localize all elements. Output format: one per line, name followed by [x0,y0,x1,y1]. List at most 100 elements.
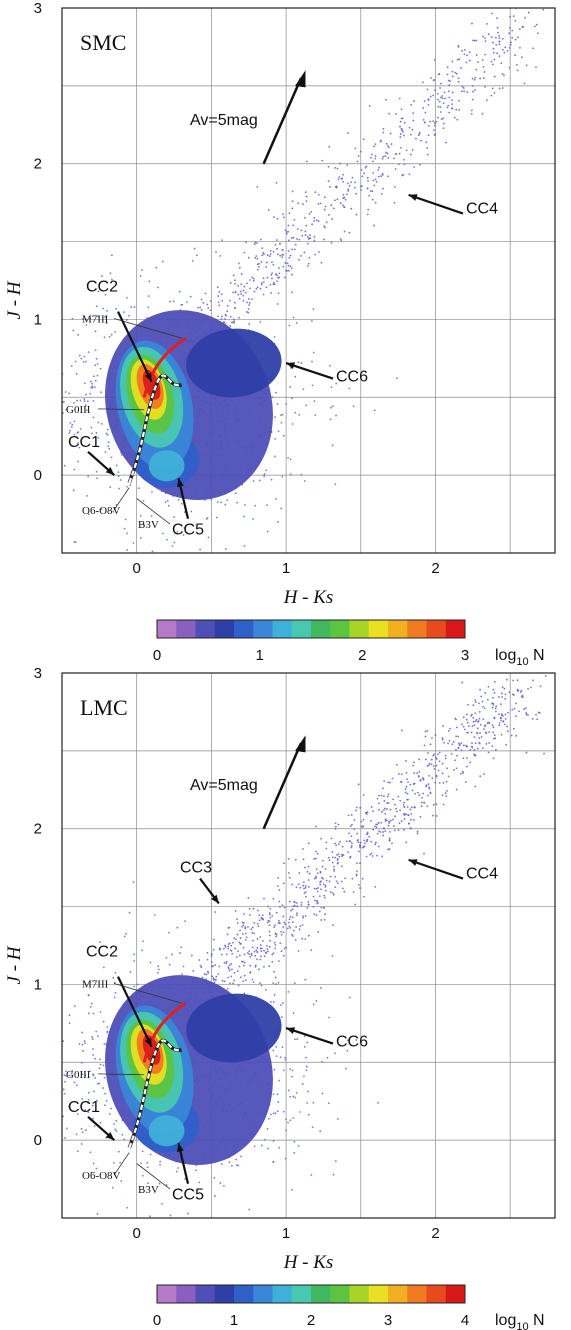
sparse-star-point [304,915,307,917]
colorbar-segment [388,1285,408,1303]
sparse-star-point [370,840,373,843]
halo-star-point [124,518,127,521]
halo-star-point [156,971,159,974]
sparse-star-point [247,256,250,259]
sparse-star-point [370,852,373,855]
halo-star-point [79,399,82,402]
colorbar-segment [368,620,389,638]
sparse-star-point [215,979,217,981]
halo-star-point [161,1202,163,1205]
halo-star-point [314,414,317,417]
sparse-star-point [493,58,496,61]
sparse-star-point [393,185,396,188]
cc2-label: CC2 [86,278,118,295]
halo-star-point [83,398,86,400]
halo-star-point [324,896,326,899]
halo-star-point [75,372,78,375]
halo-star-point [273,994,276,996]
sparse-star-point [371,190,374,193]
halo-star-point [173,541,176,544]
sparse-star-point [324,885,327,888]
halo-star-point [76,1150,79,1153]
sparse-star-point [426,805,429,808]
sparse-star-point [336,167,339,170]
sparse-star-point [433,122,436,125]
sparse-star-point [378,808,380,811]
sparse-star-point [389,781,391,784]
sparse-star-point [249,955,251,958]
sparse-star-point [298,872,301,874]
halo-star-point [348,996,351,999]
halo-star-point [334,1052,336,1055]
sparse-star-point [474,785,477,788]
sparse-star-point [216,286,219,289]
sparse-star-point [327,856,330,859]
sparse-star-point [422,118,425,121]
sparse-star-point [464,728,466,731]
halo-star-point [133,953,135,956]
halo-star-point [311,360,313,363]
sparse-star-point [245,932,247,935]
sparse-star-point [256,268,259,271]
sparse-star-point [493,691,496,694]
sparse-star-point [455,748,457,751]
halo-star-point [95,470,98,473]
sparse-star-point [336,882,339,885]
sparse-star-point [345,840,348,843]
halo-star-point [96,1083,99,1085]
halo-star-point [96,1212,99,1215]
sparse-star-point [234,279,236,282]
colorbar-segment [195,1285,216,1303]
reddening-arrowhead [295,70,306,88]
halo-star-point [98,1067,101,1070]
sparse-star-point [434,89,437,92]
sparse-star-point [433,134,436,136]
sparse-star-point [384,155,387,157]
sparse-star-point [488,742,490,744]
sparse-star-point [492,731,495,734]
colorbar-tick-label: 3 [461,647,469,664]
sparse-star-point [287,224,290,227]
colorbar-segment [176,620,196,638]
sparse-star-point [278,922,281,925]
sparse-star-point [266,254,269,257]
halo-star-point [97,290,100,293]
sparse-star-point [387,802,390,804]
halo-star-point [247,308,250,310]
halo-star-point [243,913,245,916]
halo-star-point [284,1058,287,1061]
halo-star-point [219,1182,222,1184]
sparse-star-point [288,256,291,259]
halo-star-point [112,510,115,513]
sparse-star-point [450,753,453,755]
spectral-leader-line [136,1163,171,1190]
colorbar-segment [214,620,235,638]
sparse-star-point [461,49,464,52]
sparse-star-point [417,134,420,137]
sparse-star-point [284,229,287,232]
sparse-star-point [504,46,507,49]
halo-star-point [81,1097,84,1100]
sparse-star-point [386,795,389,798]
halo-star-point [73,402,75,404]
sparse-star-point [308,934,310,937]
halo-star-point [224,503,227,506]
halo-star-point [76,1113,79,1115]
halo-star-point [321,1092,324,1095]
halo-star-point [303,1045,306,1048]
halo-star-point [198,1181,201,1184]
sparse-star-point [263,949,265,952]
sparse-star-point [285,231,288,233]
sparse-star-point [473,39,476,42]
sparse-star-point [448,111,451,114]
sparse-star-point [261,914,264,917]
sparse-star-point [516,679,519,682]
x-tick-label: 0 [133,560,141,577]
halo-star-point [232,291,235,294]
sparse-star-point [535,66,537,69]
halo-star-point [81,1031,84,1034]
sparse-star-point [374,843,377,846]
halo-star-point [96,374,99,377]
sparse-star-point [282,915,285,918]
sparse-star-point [307,903,310,906]
